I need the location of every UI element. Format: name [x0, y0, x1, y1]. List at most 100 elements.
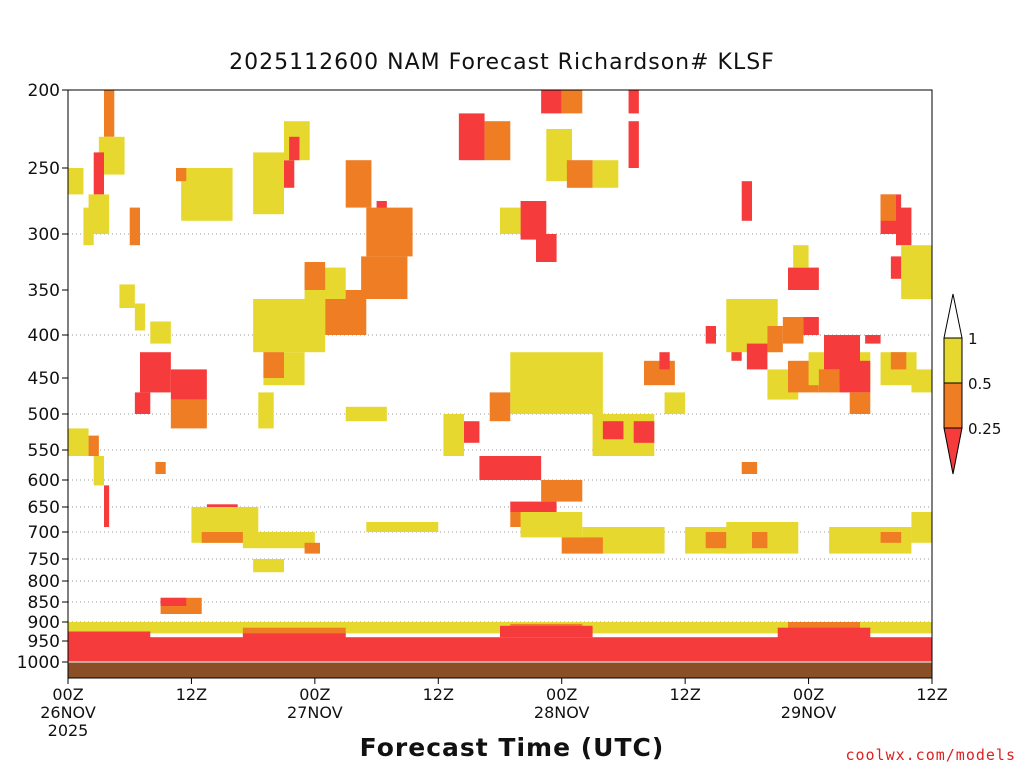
heat-cell-45 — [592, 160, 619, 188]
heat-cell-27 — [366, 207, 413, 257]
heat-cell-61 — [602, 421, 624, 440]
heat-cell-53 — [479, 456, 542, 480]
heat-cell-117 — [500, 625, 593, 638]
heat-cell-9 — [150, 321, 171, 344]
y-tick-label-1000: 1000 — [17, 653, 60, 673]
heat-cell-85 — [839, 360, 871, 393]
heat-cell-13 — [134, 392, 151, 414]
y-tick-label-450: 450 — [28, 369, 60, 389]
heat-cell-11 — [170, 369, 207, 400]
heat-cell-86 — [818, 369, 840, 393]
heat-cell-34 — [304, 262, 326, 290]
heat-cell-79 — [803, 317, 819, 335]
x-tick-label-24-0: 00Z — [299, 685, 330, 704]
x-tick-label-72-0: 00Z — [793, 685, 824, 704]
heat-cell-87 — [849, 392, 871, 414]
heat-cell-104 — [242, 532, 315, 549]
legend-label-2: 0.25 — [968, 420, 1001, 438]
heat-cell-47 — [628, 90, 639, 114]
heat-cell-14 — [68, 428, 89, 456]
heat-cell-6 — [129, 207, 140, 246]
heat-cell-98 — [890, 352, 907, 370]
heat-cell-24 — [289, 136, 300, 161]
heat-cell-10 — [140, 352, 171, 393]
heat-cell-44 — [566, 160, 593, 188]
x-tick-label-72-1: 29NOV — [781, 703, 837, 722]
y-tick-label-350: 350 — [28, 281, 60, 301]
heat-cell-19 — [181, 168, 233, 221]
heat-cell-93 — [896, 207, 912, 246]
y-tick-label-500: 500 — [28, 405, 60, 425]
x-tick-label-48-1: 28NOV — [534, 703, 590, 722]
x-tick-label-24-1: 27NOV — [287, 703, 343, 722]
heat-cell-3 — [93, 152, 104, 195]
y-tick-label-750: 750 — [28, 550, 60, 570]
x-tick-label-12-0: 12Z — [176, 685, 207, 704]
heat-cell-57 — [520, 512, 583, 538]
heat-cell-54 — [541, 480, 583, 502]
heat-cell-42 — [561, 90, 583, 114]
heat-cell-68 — [705, 326, 716, 344]
heat-cell-5 — [83, 207, 94, 246]
heat-cell-99 — [911, 369, 932, 393]
y-tick-label-950: 950 — [28, 632, 60, 652]
legend-label-0: 1 — [968, 330, 978, 348]
heat-cell-106 — [253, 559, 284, 573]
y-tick-label-600: 600 — [28, 471, 60, 491]
heat-cell-90 — [880, 532, 902, 543]
ground-band — [68, 662, 932, 678]
heat-cell-65 — [659, 352, 670, 370]
heat-cell-96 — [890, 256, 902, 279]
legend-box-orange — [943, 382, 963, 429]
source-credit: coolwx.com/models — [845, 746, 1016, 764]
heat-cell-32 — [263, 352, 284, 378]
legend-box-yellow — [943, 337, 963, 384]
legend-arrow-top — [943, 293, 963, 339]
y-tick-label-250: 250 — [28, 159, 60, 179]
heat-cell-22 — [253, 152, 284, 215]
heat-cell-78 — [782, 317, 804, 344]
y-tick-label-400: 400 — [28, 326, 60, 346]
y-tick-label-800: 800 — [28, 572, 60, 592]
x-tick-label-0-2: 2025 — [48, 721, 89, 740]
heat-cell-77 — [767, 326, 783, 353]
heat-cell-71 — [741, 462, 758, 474]
y-tick-label-200: 200 — [28, 81, 60, 101]
heat-cell-114 — [68, 637, 932, 662]
heat-cell-94 — [880, 194, 896, 221]
heat-cell-81 — [788, 267, 819, 290]
heat-cell-18 — [155, 462, 166, 474]
heat-cell-38 — [484, 121, 511, 161]
heat-cell-82 — [793, 245, 809, 268]
heat-cell-50 — [489, 392, 511, 422]
heat-cell-105 — [304, 542, 320, 554]
heat-cell-35 — [345, 406, 387, 422]
heat-cell-52 — [464, 421, 480, 443]
y-tick-label-650: 650 — [28, 498, 60, 518]
heat-cell-8 — [134, 303, 146, 331]
heat-cell-95 — [901, 245, 932, 299]
heat-cell-25 — [345, 160, 372, 208]
x-tick-label-48-0: 00Z — [546, 685, 577, 704]
heat-cell-103 — [201, 532, 248, 543]
plot-frame — [67, 89, 933, 679]
heat-cell-41 — [541, 90, 562, 114]
heat-cell-67 — [705, 532, 727, 549]
y-tick-label-850: 850 — [28, 593, 60, 613]
heat-cell-113 — [788, 622, 860, 630]
y-tick-label-700: 700 — [28, 523, 60, 543]
heat-cell-59 — [561, 537, 603, 554]
heat-cell-88 — [865, 335, 881, 344]
heat-cell-116 — [242, 633, 346, 641]
y-tick-label-300: 300 — [28, 225, 60, 245]
heat-cell-46 — [536, 234, 557, 262]
heat-cell-55 — [510, 501, 557, 512]
heat-cell-62 — [633, 421, 655, 443]
heat-cell-16 — [93, 456, 104, 486]
heat-cell-15 — [88, 435, 99, 456]
chart-title: 2025112600 NAM Forecast Richardson# KLSF — [229, 50, 775, 75]
heat-cell-70 — [741, 181, 752, 221]
heat-cell-37 — [458, 113, 485, 161]
heat-cell-64 — [664, 392, 686, 414]
heat-cell-111 — [242, 627, 346, 636]
